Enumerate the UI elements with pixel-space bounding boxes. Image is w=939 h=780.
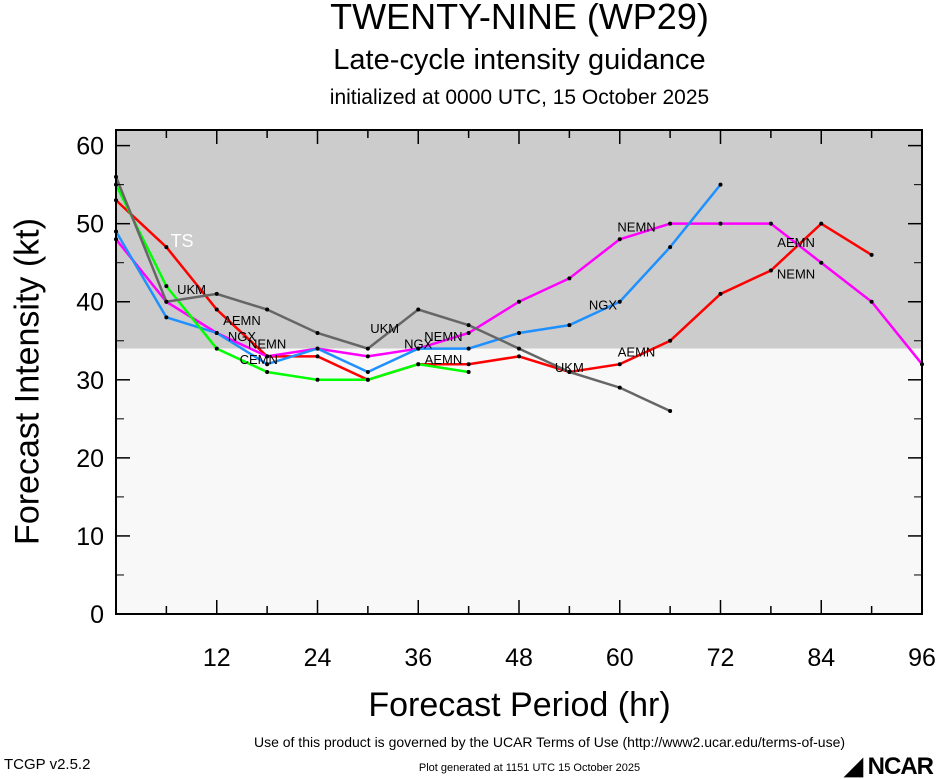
data-point-aemn bbox=[819, 221, 824, 226]
data-point-cemn bbox=[365, 377, 370, 382]
data-point-nemn bbox=[567, 276, 572, 281]
data-point-aemn bbox=[869, 252, 874, 257]
data-point-cemn bbox=[416, 362, 421, 367]
data-point-ngx bbox=[718, 182, 723, 187]
chart-title: TWENTY-NINE (WP29) bbox=[330, 0, 709, 37]
data-point-cemn bbox=[164, 284, 169, 289]
data-point-ngx bbox=[214, 330, 219, 335]
data-point-aemn bbox=[315, 354, 320, 359]
y-tick-label: 20 bbox=[76, 445, 104, 473]
data-point-nemn bbox=[466, 330, 471, 335]
data-point-aemn bbox=[768, 268, 773, 273]
data-point-ngx bbox=[617, 299, 622, 304]
series-label-ngx: NGX bbox=[589, 298, 618, 313]
init-time: initialized at 0000 UTC, 15 October 2025 bbox=[329, 86, 710, 109]
data-point-cemn bbox=[315, 377, 320, 382]
data-point-nemn bbox=[365, 354, 370, 359]
x-axis-label: Forecast Period (hr) bbox=[368, 686, 671, 724]
x-tick-label: 36 bbox=[404, 644, 432, 672]
series-label-nemn: NEMN bbox=[617, 219, 655, 234]
data-point-aemn bbox=[617, 362, 622, 367]
data-point-ukm bbox=[315, 330, 320, 335]
data-point-ukm bbox=[466, 323, 471, 328]
series-label-ukm: UKM bbox=[370, 321, 399, 336]
data-point-ukm bbox=[214, 291, 219, 296]
data-point-ukm bbox=[617, 385, 622, 390]
data-point-ngx bbox=[567, 323, 572, 328]
data-point-aemn bbox=[718, 291, 723, 296]
series-line-cemn bbox=[114, 184, 469, 382]
series-label-cemn: CEMN bbox=[240, 352, 278, 367]
data-point-ukm bbox=[668, 409, 673, 414]
data-point-cemn bbox=[214, 346, 219, 351]
ncar-logo: ◢ NCAR bbox=[844, 753, 934, 780]
x-tick-label: 48 bbox=[505, 644, 533, 672]
data-point-ukm bbox=[517, 346, 521, 351]
y-tick-label: 10 bbox=[76, 523, 104, 551]
series-line-aemn bbox=[115, 199, 873, 382]
x-tick-label: 72 bbox=[707, 644, 735, 672]
version-label: TCGP v2.5.2 bbox=[4, 756, 91, 773]
series-label-ngx: NGX bbox=[404, 337, 433, 352]
data-point-nemn bbox=[819, 260, 824, 265]
y-tick-label: 50 bbox=[76, 211, 104, 239]
data-point-ukm bbox=[265, 307, 270, 312]
series-label-ukm: UKM bbox=[555, 360, 584, 375]
y-tick-label: 0 bbox=[90, 601, 104, 629]
data-point-nemn bbox=[668, 221, 673, 226]
series-label-aemn: AEMN bbox=[618, 344, 656, 359]
series-line-ukm bbox=[114, 176, 671, 413]
data-point-cemn bbox=[466, 370, 471, 374]
data-point-ukm bbox=[416, 307, 421, 312]
below-ts-shading bbox=[116, 348, 922, 614]
data-point-cemn bbox=[265, 370, 270, 374]
ts-label: TS bbox=[171, 231, 194, 251]
generated-time: Plot generated at 1151 UTC 15 October 20… bbox=[418, 762, 641, 774]
data-point-ngx bbox=[668, 245, 673, 250]
data-point-ngx bbox=[164, 315, 169, 320]
data-point-aemn bbox=[466, 362, 471, 367]
series-label-ukm: UKM bbox=[177, 282, 206, 297]
data-point-aemn bbox=[164, 245, 169, 250]
data-point-aemn bbox=[214, 307, 219, 312]
data-point-ukm bbox=[365, 346, 370, 351]
data-point-ngx bbox=[265, 362, 270, 367]
series-label-nemn: NEMN bbox=[248, 337, 286, 352]
series-label-ngx: NGX bbox=[228, 329, 257, 344]
data-point-nemn bbox=[517, 299, 521, 304]
series-label-nemn: NEMN bbox=[424, 329, 462, 344]
chart-subtitle: Late-cycle intensity guidance bbox=[333, 44, 706, 76]
data-point-ngx bbox=[517, 330, 521, 335]
x-tick-label: 24 bbox=[304, 644, 332, 672]
data-point-ngx bbox=[365, 370, 370, 374]
x-tick-label: 12 bbox=[203, 644, 231, 672]
data-point-ngx bbox=[416, 346, 421, 351]
y-tick-label: 60 bbox=[76, 133, 104, 161]
y-tick-label: 40 bbox=[76, 289, 104, 317]
data-point-nemn bbox=[718, 221, 723, 226]
x-tick-label: 96 bbox=[908, 644, 936, 672]
series-label-aemn: AEMN bbox=[425, 352, 463, 367]
series-label-aemn: AEMN bbox=[223, 313, 261, 328]
data-point-nemn bbox=[768, 221, 773, 226]
data-point-ukm bbox=[567, 370, 572, 374]
data-point-nemn bbox=[617, 237, 622, 242]
x-tick-label: 84 bbox=[807, 644, 835, 672]
series-label-aemn: AEMN bbox=[777, 235, 815, 250]
series-label-nemn: NEMN bbox=[777, 266, 815, 281]
terms-notice: Use of this product is governed by the U… bbox=[253, 734, 846, 750]
x-tick-label: 60 bbox=[606, 644, 634, 672]
y-tick-label: 30 bbox=[76, 367, 104, 395]
data-point-ukm bbox=[164, 299, 169, 304]
data-point-aemn bbox=[668, 338, 673, 343]
data-point-ngx bbox=[466, 346, 471, 351]
data-point-aemn bbox=[517, 354, 521, 359]
y-axis-label: Forecast Intensity (kt) bbox=[8, 218, 47, 545]
data-point-nemn bbox=[265, 354, 270, 359]
data-point-nemn bbox=[869, 299, 874, 304]
ts-shading bbox=[116, 130, 922, 349]
data-point-ngx bbox=[315, 346, 320, 351]
